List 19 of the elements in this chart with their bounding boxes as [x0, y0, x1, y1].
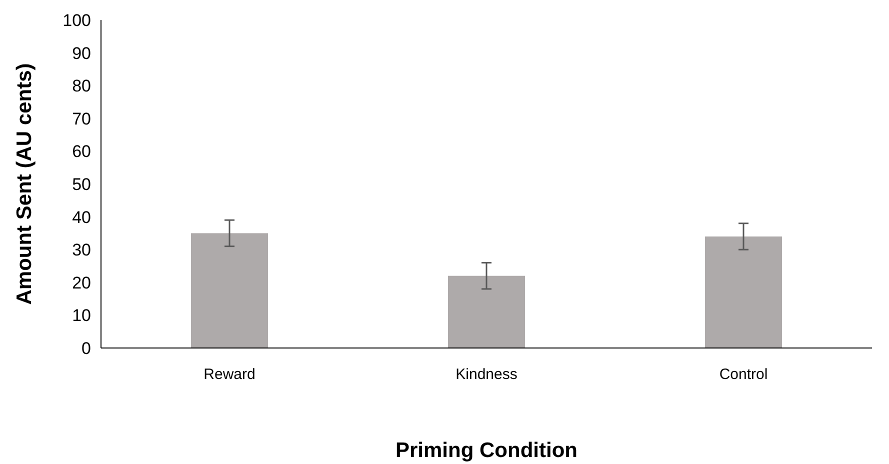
y-tick-label: 90 — [72, 44, 91, 63]
y-tick-label: 0 — [82, 338, 91, 358]
y-tick-label: 60 — [72, 142, 91, 162]
x-tick-label: Control — [719, 366, 768, 383]
y-tick-label: 100 — [62, 10, 91, 30]
x-axis-title: Priming Condition — [396, 439, 578, 462]
y-tick-label: 40 — [72, 208, 91, 227]
y-tick-label: 30 — [72, 240, 91, 260]
y-tick-label: 20 — [72, 273, 91, 292]
y-tick-label: 10 — [72, 306, 91, 326]
bar — [190, 233, 268, 348]
y-axis-title: Amount Sent (AU cents) — [13, 63, 36, 305]
y-tick-label: 70 — [72, 109, 91, 128]
x-tick-label: Kindness — [456, 366, 518, 383]
y-tick-label: 50 — [72, 174, 91, 194]
y-tick-label: 80 — [72, 76, 91, 96]
x-tick-label: Reward — [204, 366, 256, 383]
bar — [448, 276, 526, 348]
bar — [704, 236, 782, 348]
